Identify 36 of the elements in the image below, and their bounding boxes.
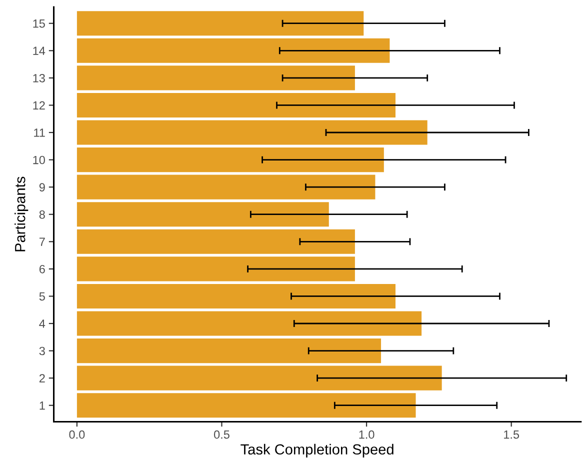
bar	[76, 174, 376, 200]
bar	[76, 229, 355, 254]
bar	[76, 120, 428, 145]
y-tick-label: 4	[39, 320, 46, 328]
x-tick-label: 1.0	[359, 430, 374, 439]
x-tick-label: 1.5	[504, 430, 520, 439]
y-tick-label: 14	[33, 46, 46, 55]
bar	[76, 66, 355, 90]
bar	[76, 92, 396, 118]
y-tick-label: 15	[33, 20, 45, 28]
bar	[76, 148, 384, 172]
x-axis-title: Task Completion Speed	[240, 444, 394, 458]
y-tick-label: 8	[39, 210, 45, 219]
y-tick-label: 2	[39, 374, 45, 382]
bar	[76, 393, 416, 418]
bar	[76, 11, 364, 36]
y-tick-label: 12	[33, 101, 45, 110]
bar	[76, 38, 390, 63]
y-tick-label: 13	[33, 74, 45, 82]
x-tick-label: 0.5	[214, 430, 230, 439]
bar	[76, 284, 396, 308]
y-tick-label: 9	[39, 183, 45, 192]
bar	[76, 366, 442, 390]
bar	[76, 338, 382, 364]
y-tick-label: 10	[33, 156, 45, 164]
x-tick-label: 0.0	[69, 430, 85, 439]
y-tick-label: 3	[39, 346, 45, 356]
bar	[76, 202, 329, 227]
y-tick-label: 11	[34, 128, 45, 137]
y-tick-label: 6	[39, 264, 45, 274]
y-tick-label: 7	[39, 238, 45, 246]
y-tick-label: 1	[40, 402, 45, 410]
bar	[76, 256, 355, 282]
y-tick-label: 5	[39, 292, 45, 301]
bar	[76, 311, 422, 336]
y-axis-title: Participants	[14, 176, 28, 252]
